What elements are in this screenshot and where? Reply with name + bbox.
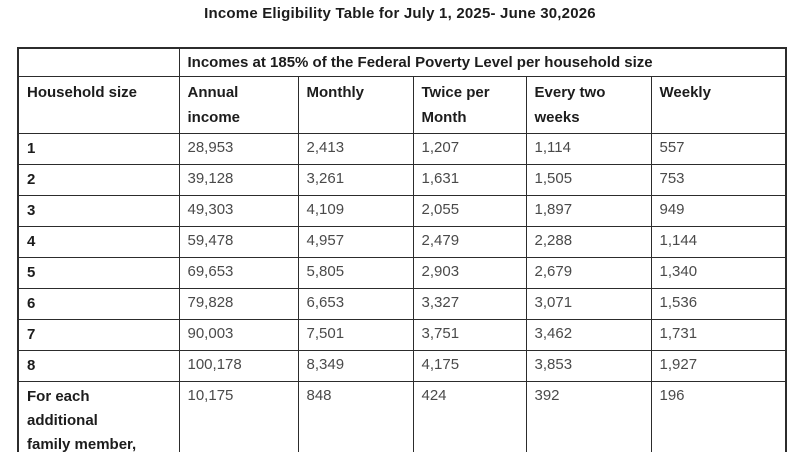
value-cell: 1,505 (525, 164, 652, 196)
value-cell: 49,303 (178, 195, 299, 227)
value-cell: 2,679 (525, 257, 652, 289)
household-size-label: 4 (27, 233, 36, 250)
table-row: 5 69,653 5,805 2,903 2,679 1,340 (17, 257, 787, 289)
table-row: 2 39,128 3,261 1,631 1,505 753 (17, 164, 787, 196)
span-header-cell: Incomes at 185% of the Federal Poverty L… (178, 47, 787, 77)
column-header-row: Household size Annual income Monthly Twi… (17, 76, 787, 134)
household-size-cell: 2 (17, 164, 180, 196)
table-body: 1 28,953 2,413 1,207 1,114 557 2 39,128 3,261 1,6… (17, 133, 787, 452)
value-cell: 3,853 (525, 350, 652, 382)
value-cell: 557 (650, 133, 787, 165)
value-cell: 4,109 (297, 195, 414, 227)
value-cell: 1,897 (525, 195, 652, 227)
household-size-label: 7 (27, 326, 36, 343)
table-row: 4 59,478 4,957 2,479 2,288 1,144 (17, 226, 787, 258)
value-cell: 3,751 (412, 319, 527, 351)
corner-cell (17, 47, 180, 77)
value-cell: 10,175 (178, 381, 299, 452)
household-size-label: 5 (27, 264, 36, 281)
value-cell: 2,479 (412, 226, 527, 258)
household-size-cell: 5 (17, 257, 180, 289)
value-cell: 3,071 (525, 288, 652, 320)
value-cell: 753 (650, 164, 787, 196)
col-header-monthly: Monthly (297, 76, 414, 134)
value-cell: 1,340 (650, 257, 787, 289)
table-row: For each additional family member, add: 1… (17, 381, 787, 452)
household-size-cell: For each additional family member, add: (17, 381, 180, 452)
col-header-weekly: Weekly (650, 76, 787, 134)
household-size-cell: 4 (17, 226, 180, 258)
value-cell: 1,631 (412, 164, 527, 196)
value-cell: 1,144 (650, 226, 787, 258)
table-row: 8 100,178 8,349 4,175 3,853 1,927 (17, 350, 787, 382)
value-cell: 1,114 (525, 133, 652, 165)
value-cell: 5,805 (297, 257, 414, 289)
page-title: Income Eligibility Table for July 1, 202… (204, 5, 596, 22)
value-cell: 424 (412, 381, 527, 452)
value-cell: 949 (650, 195, 787, 227)
value-cell: 2,288 (525, 226, 652, 258)
table-row: 7 90,003 7,501 3,751 3,462 1,731 (17, 319, 787, 351)
value-cell: 392 (525, 381, 652, 452)
value-cell: 1,536 (650, 288, 787, 320)
table-row: 1 28,953 2,413 1,207 1,114 557 (17, 133, 787, 165)
value-cell: 4,957 (297, 226, 414, 258)
value-cell: 79,828 (178, 288, 299, 320)
household-size-cell: 6 (17, 288, 180, 320)
col-header-annual-income: Annual income (178, 76, 299, 134)
household-size-label: 8 (27, 357, 36, 374)
household-size-label: 3 (27, 202, 36, 219)
value-cell: 196 (650, 381, 787, 452)
value-cell: 8,349 (297, 350, 414, 382)
value-cell: 4,175 (412, 350, 527, 382)
household-size-cell: 3 (17, 195, 180, 227)
value-cell: 3,261 (297, 164, 414, 196)
value-cell: 6,653 (297, 288, 414, 320)
household-size-label: 2 (27, 171, 36, 188)
value-cell: 59,478 (178, 226, 299, 258)
value-cell: 7,501 (297, 319, 414, 351)
value-cell: 1,731 (650, 319, 787, 351)
col-header-twice-per-month: Twice per Month (412, 76, 527, 134)
household-size-cell: 8 (17, 350, 180, 382)
value-cell: 69,653 (178, 257, 299, 289)
value-cell: 2,055 (412, 195, 527, 227)
col-header-household-size: Household size (17, 76, 180, 134)
value-cell: 39,128 (178, 164, 299, 196)
value-cell: 1,927 (650, 350, 787, 382)
table-row: 3 49,303 4,109 2,055 1,897 949 (17, 195, 787, 227)
value-cell: 90,003 (178, 319, 299, 351)
household-size-label: For each additional family member, add: (27, 388, 137, 452)
household-size-label: 6 (27, 295, 36, 312)
household-size-cell: 7 (17, 319, 180, 351)
income-eligibility-table: Incomes at 185% of the Federal Poverty L… (17, 47, 787, 452)
value-cell: 1,207 (412, 133, 527, 165)
col-header-every-two-weeks: Every two weeks (525, 76, 652, 134)
household-size-cell: 1 (17, 133, 180, 165)
table-row: 6 79,828 6,653 3,327 3,071 1,536 (17, 288, 787, 320)
value-cell: 2,413 (297, 133, 414, 165)
span-header-row: Incomes at 185% of the Federal Poverty L… (17, 47, 787, 77)
value-cell: 3,462 (525, 319, 652, 351)
value-cell: 100,178 (178, 350, 299, 382)
value-cell: 28,953 (178, 133, 299, 165)
household-size-label: 1 (27, 140, 36, 157)
value-cell: 848 (297, 381, 414, 452)
value-cell: 3,327 (412, 288, 527, 320)
value-cell: 2,903 (412, 257, 527, 289)
